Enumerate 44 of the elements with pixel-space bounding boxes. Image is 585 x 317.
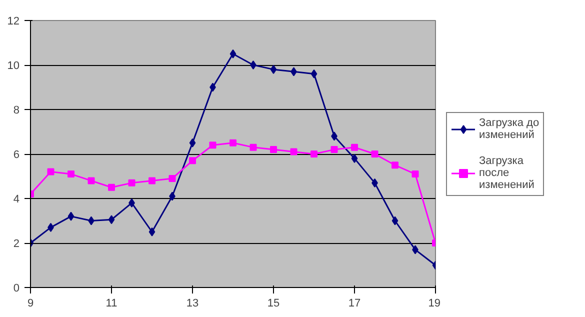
point	[68, 212, 74, 221]
point	[128, 179, 136, 186]
point	[148, 177, 156, 184]
point	[310, 150, 318, 158]
point	[371, 150, 378, 158]
point	[351, 144, 358, 151]
point	[270, 146, 277, 154]
point	[68, 170, 74, 178]
y-tick-label: 0	[13, 282, 20, 294]
point	[351, 154, 358, 163]
point	[47, 168, 54, 176]
point	[392, 162, 398, 169]
legend-label: Загрузка до изменений	[479, 116, 540, 140]
x-tick-label: 17	[348, 298, 361, 310]
y-tick-label: 8	[13, 104, 20, 116]
point	[230, 139, 236, 146]
point	[108, 215, 115, 224]
x-tick-label: 13	[186, 298, 199, 310]
point	[250, 60, 256, 70]
x-tick-label: 11	[106, 298, 118, 310]
x-tick-label: 19	[428, 298, 441, 310]
point	[230, 49, 236, 58]
x-tick-label: 15	[267, 298, 280, 310]
y-tick-label: 10	[7, 60, 20, 72]
x-tick-label: 9	[27, 298, 34, 310]
point	[168, 174, 176, 182]
point	[412, 170, 419, 178]
point	[189, 138, 196, 148]
y-tick-label: 12	[7, 16, 20, 28]
point	[88, 177, 95, 184]
point	[270, 64, 277, 74]
point	[330, 146, 338, 154]
y-tick-label: 4	[13, 194, 20, 206]
point	[209, 142, 216, 149]
point	[290, 148, 298, 156]
point	[108, 184, 115, 191]
y-tick-label: 2	[13, 238, 20, 250]
y-tick-label: 6	[13, 149, 20, 161]
point	[310, 69, 318, 78]
point	[189, 157, 196, 164]
point	[392, 216, 398, 226]
point	[250, 144, 257, 151]
point	[148, 227, 156, 236]
legend-label: Загрузка после изменений	[479, 154, 534, 190]
